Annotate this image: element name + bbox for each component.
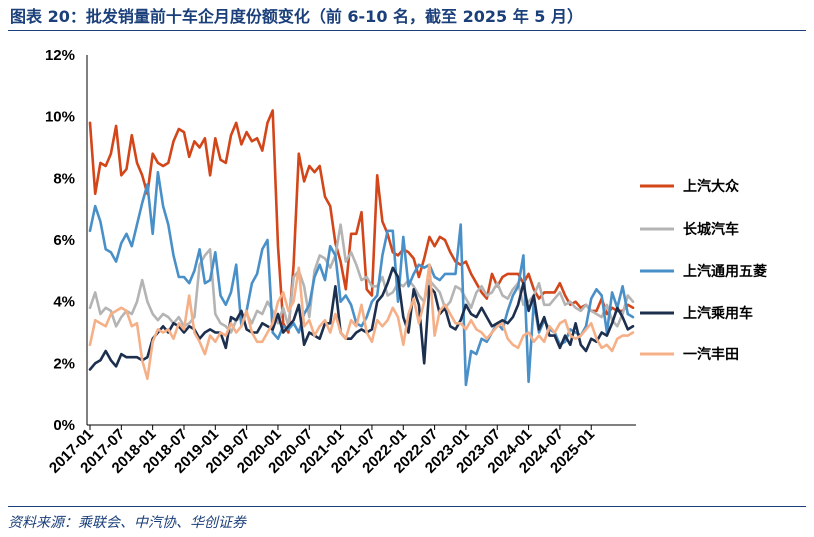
series-lines [88, 109, 635, 387]
y-tick-label: 4% [53, 294, 75, 311]
y-tick-label: 10% [45, 109, 75, 126]
source-note: 资料来源：乘联会、中汽协、华创证券 [8, 515, 246, 531]
y-axis: 0% 2% 4% 6% 8% 10% 12% [45, 47, 88, 434]
x-axis: 2017-012017-072018-012018-072019-012019-… [46, 424, 636, 477]
series-line [88, 263, 635, 381]
chart-title: 图表 20：批发销量前十车企月度份额变化（前 6-10 名，截至 2025 年 … [10, 7, 583, 26]
legend-label: 长城汽车 [683, 221, 739, 238]
title-divider [8, 30, 806, 31]
y-tick-label: 8% [53, 170, 75, 187]
series-line [88, 109, 635, 334]
y-tick-label: 6% [53, 232, 75, 249]
y-tick-label: 12% [45, 47, 75, 64]
y-tick-label: 2% [53, 355, 75, 372]
series-line [88, 266, 635, 371]
legend-label: 上汽通用五菱 [683, 263, 767, 280]
legend-label: 一汽丰田 [683, 346, 739, 363]
y-tick-label: 0% [53, 417, 75, 434]
series-line [88, 223, 635, 334]
legend-label: 上汽大众 [683, 178, 739, 195]
footer-divider [8, 506, 806, 507]
legend-label: 上汽乘用车 [683, 305, 753, 322]
